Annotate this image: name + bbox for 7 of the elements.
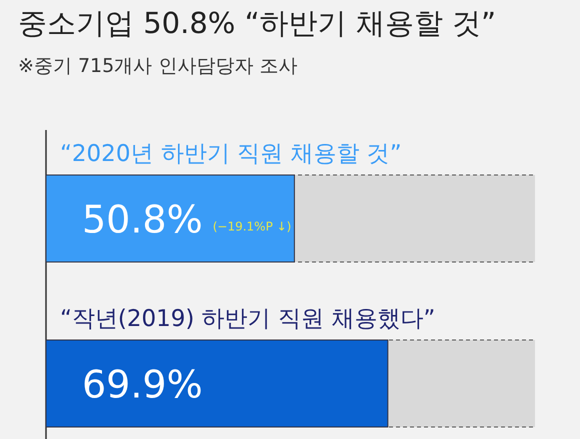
chart-title: 중소기업 50.8% “하반기 채용할 것” bbox=[18, 6, 496, 40]
chart-subtitle: ※중기 715개사 인사담당자 조사 bbox=[18, 55, 298, 77]
y-tick-label: “작년(2019) 하반기 직원 채용했다” bbox=[60, 306, 436, 332]
data-label: 69.9% bbox=[82, 362, 203, 406]
data-label: 50.8% bbox=[82, 198, 203, 242]
y-tick-label: “2020년 하반기 직원 채용할 것” bbox=[60, 141, 402, 167]
annotation: (−19.1%P ↓) bbox=[212, 220, 292, 234]
